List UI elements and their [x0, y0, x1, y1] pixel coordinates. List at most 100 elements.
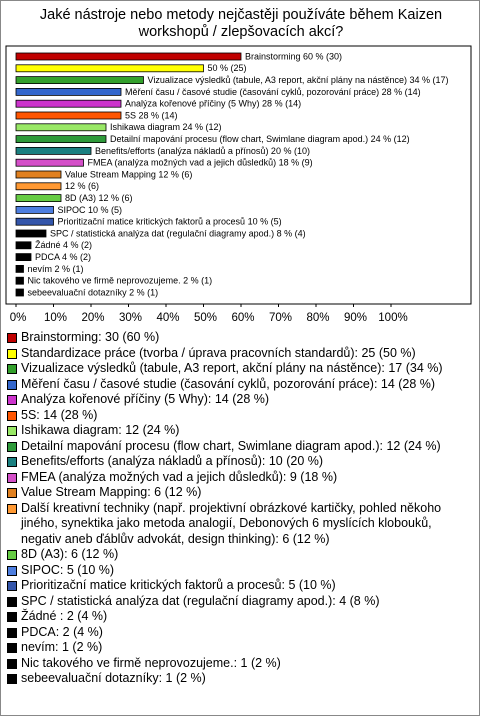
bar — [15, 111, 122, 120]
bar-label: SIPOC 10 % (5) — [58, 205, 123, 215]
x-tick-label: 10% — [44, 312, 67, 324]
legend-swatch — [7, 472, 17, 483]
legend-swatch — [7, 612, 17, 622]
legend-label: Brainstorming: 30 (60 %) — [21, 330, 160, 344]
bar-label: Benefits/efforts (analýza nákladů a přín… — [95, 146, 310, 156]
legend-label: Benefits/efforts (analýza nákladů a přín… — [21, 454, 324, 468]
bar — [15, 88, 122, 96]
legend-swatch — [7, 643, 17, 653]
bar — [15, 123, 107, 132]
bar — [15, 194, 62, 203]
legend-item: SPC / statistická analýza dat (regulační… — [7, 594, 473, 610]
legend-item: Další kreativní techniky (např. projekti… — [7, 501, 473, 548]
bar — [15, 170, 62, 179]
bar — [15, 182, 62, 191]
legend-item: 5S: 14 (28 %) — [7, 408, 473, 424]
legend-item: Benefits/efforts (analýza nákladů a přín… — [7, 454, 473, 470]
legend-label: Vizualizace výsledků (tabule, A3 report,… — [21, 361, 443, 375]
legend-swatch — [7, 457, 17, 467]
legend-label: Měření času / časové studie (časování cy… — [21, 376, 436, 391]
legend-item: Nic takového ve firmě neprovozujeme.: 1 … — [7, 656, 473, 672]
legend-item: FMEA (analýza možných vad a jejich důsle… — [7, 470, 473, 486]
bar-label: Měření času / časové studie (časování cy… — [125, 87, 421, 97]
x-tick-label: 100% — [378, 312, 407, 324]
legend-swatch — [7, 550, 17, 560]
bar-label: nevím 2 % (1) — [28, 264, 84, 274]
bar-label: Analýza kořenové příčiny (5 Why) 28 % (1… — [125, 99, 301, 109]
legend-item: Prioritizační matice kritických faktorů … — [7, 578, 473, 594]
legend-swatch — [7, 503, 17, 514]
bar — [15, 288, 24, 297]
legend-swatch — [7, 348, 17, 359]
legend-item: Měření času / časové studie (časování cy… — [7, 377, 473, 393]
bar — [15, 76, 144, 84]
legend-label: SPC / statistická analýza dat (regulační… — [21, 593, 380, 608]
bar-label: Vizualizace výsledků (tabule, A3 report,… — [148, 75, 449, 85]
x-tick-label: 30% — [119, 312, 142, 324]
chart: 0% 10% 20% 30% 40% 50% 60% 70% 80% 90% 100% Brainst… — [5, 45, 472, 324]
legend-item: Value Stream Mapping: 6 (12 %) — [7, 485, 473, 501]
legend-item: Vizualizace výsledků (tabule, A3 report,… — [7, 361, 473, 377]
x-tick-label: 80% — [306, 312, 329, 324]
bar-label: 5S 28 % (14) — [125, 110, 178, 120]
bar-label: Value Stream Mapping 12 % (6) — [65, 169, 192, 179]
legend-label: SIPOC: 5 (10 %) — [21, 562, 115, 577]
bar-label: Detailní mapování procesu (flow chart, S… — [110, 134, 410, 144]
bar — [15, 276, 24, 285]
bar-label: 50 % (25) — [208, 63, 247, 73]
bar — [15, 64, 204, 73]
legend-swatch — [7, 333, 17, 343]
bar — [15, 52, 242, 61]
legend-swatch — [7, 488, 17, 498]
legend-label: Detailní mapování procesu (flow chart, S… — [21, 438, 441, 453]
legend-label: Analýza kořenové příčiny (5 Why): 14 (28… — [21, 392, 270, 406]
legend-item: sebeevaluační dotazníky: 1 (2 %) — [7, 671, 473, 687]
legend-label: 8D (A3): 6 (12 %) — [21, 547, 119, 561]
bar — [15, 99, 122, 108]
x-tick-label: 40% — [156, 312, 179, 324]
legend-label: sebeevaluační dotazníky: 1 (2 %) — [21, 671, 206, 685]
legend-swatch — [7, 441, 17, 452]
legend-item: SIPOC: 5 (10 %) — [7, 563, 473, 579]
bar — [15, 253, 32, 262]
legend-swatch — [7, 581, 17, 591]
chart-title: Jaké nástroje nebo metody nejčastěji pou… — [39, 7, 443, 40]
x-tick-label: 20% — [81, 312, 104, 324]
bar-label: 8D (A3) 12 % (6) — [65, 193, 133, 203]
legend-label: FMEA (analýza možných vad a jejich důsle… — [21, 469, 338, 484]
plot-frame — [5, 45, 472, 305]
x-tick-label: 90% — [344, 312, 367, 324]
x-tick-label: 50% — [194, 312, 217, 324]
legend-swatch — [7, 565, 17, 576]
legend-label: 5S: 14 (28 %) — [21, 407, 98, 422]
legend-item: 8D (A3): 6 (12 %) — [7, 547, 473, 563]
legend-label: Standardizace práce (tvorba / úprava pra… — [21, 345, 416, 360]
legend-item: Ishikawa diagram: 12 (24 %) — [7, 423, 473, 439]
bar-label: sebeevaluační dotazníky 2 % (1) — [28, 287, 159, 297]
x-tick-label: 60% — [231, 312, 254, 324]
legend-item: Standardizace práce (tvorba / úprava pra… — [7, 346, 473, 362]
bar — [15, 135, 107, 144]
bar-label: FMEA (analýza možných vad a jejich důsle… — [88, 158, 313, 168]
legend-swatch — [7, 627, 17, 638]
legend-swatch — [7, 674, 17, 684]
bar — [15, 264, 24, 273]
bar-label: Žádné 4 % (2) — [35, 240, 92, 250]
legend-label: PDCA: 2 (4 %) — [21, 624, 103, 639]
bar — [15, 158, 84, 167]
legend-item: Brainstorming: 30 (60 %) — [7, 330, 473, 346]
bar — [15, 241, 32, 250]
bar — [15, 229, 47, 238]
legend-swatch — [7, 426, 17, 436]
bar — [15, 146, 92, 155]
legend-item: PDCA: 2 (4 %) — [7, 625, 473, 641]
legend-swatch — [7, 658, 17, 669]
bar — [15, 205, 54, 214]
bar-label: Brainstorming 60 % (30) — [245, 51, 342, 61]
bar-label: SPC / statistická analýza dat (regulační… — [50, 228, 306, 238]
legend-item: Detailní mapování procesu (flow chart, S… — [7, 439, 473, 455]
legend-label: Žádné : 2 (4 %) — [21, 609, 108, 623]
legend-label: Další kreativní techniky (např. projekti… — [21, 500, 442, 546]
legend-item: Žádné : 2 (4 %) — [7, 609, 473, 625]
